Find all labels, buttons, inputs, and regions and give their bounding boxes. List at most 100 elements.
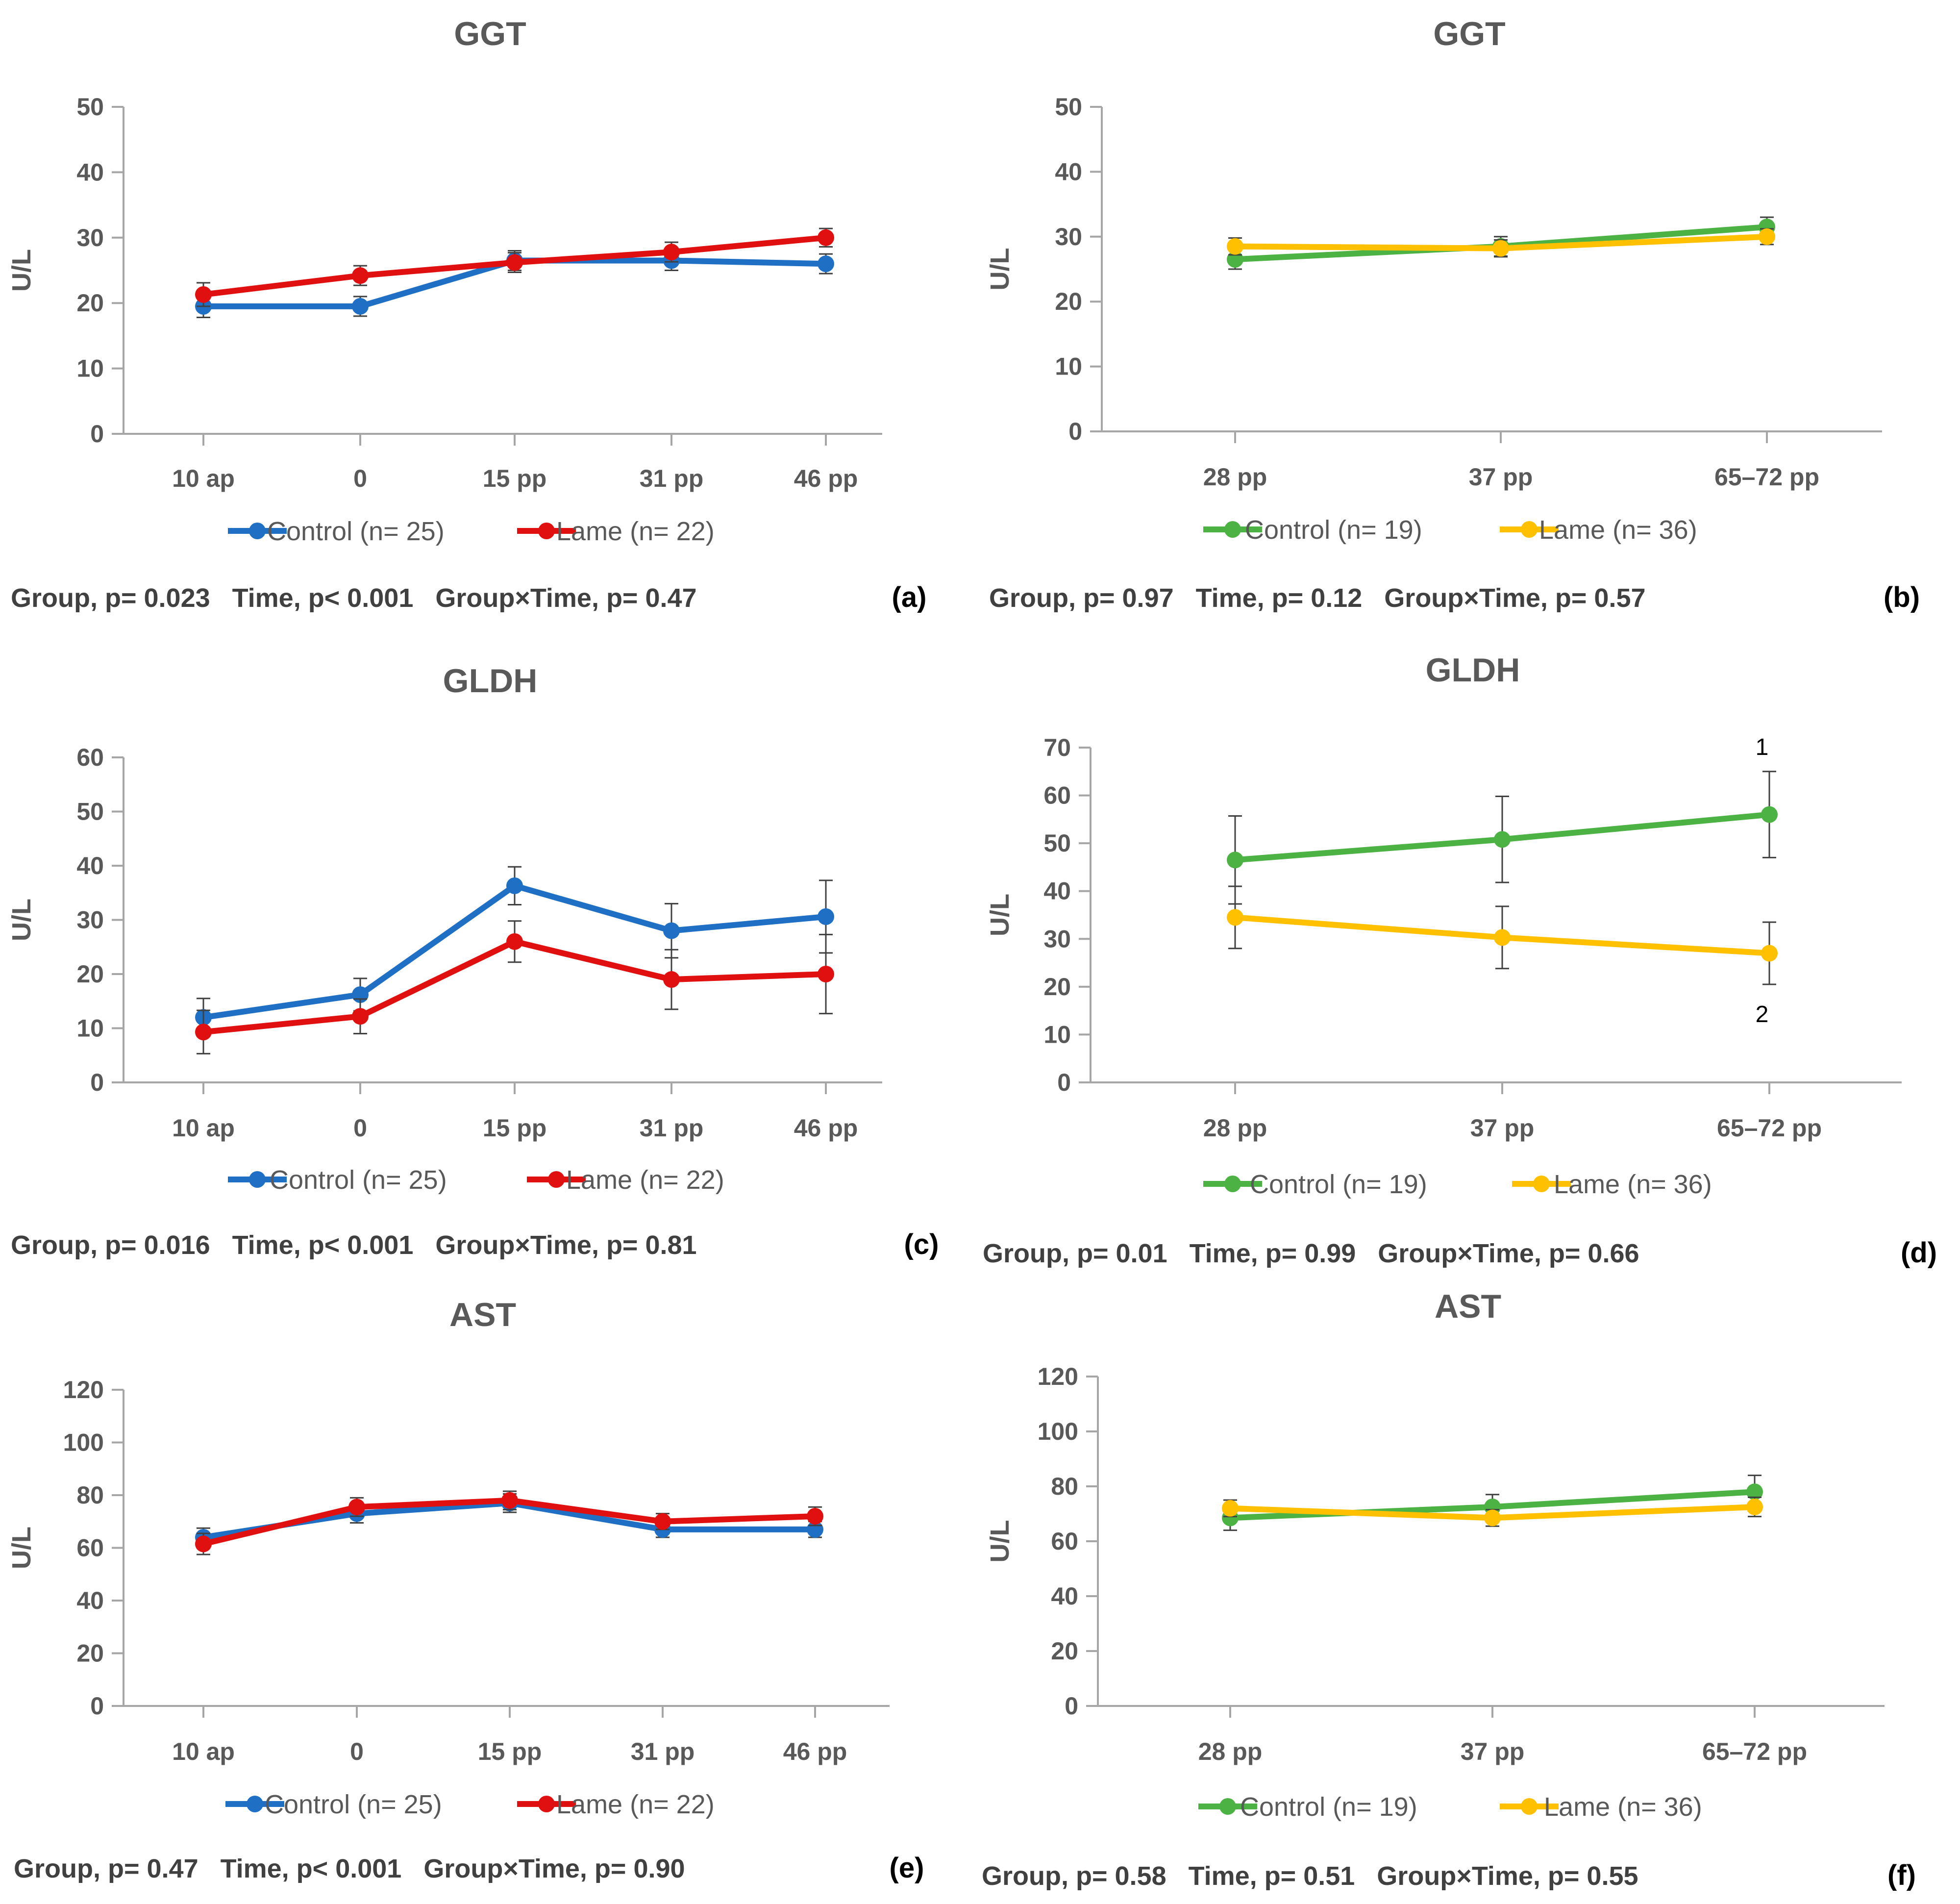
data-point	[818, 255, 834, 273]
x-tick-label: 28 pp	[1198, 1738, 1263, 1765]
y-tick-label: 0	[90, 1692, 104, 1720]
y-tick-label: 70	[1043, 734, 1071, 761]
x-tick-label: 0	[350, 1738, 364, 1765]
x-tick-label: 37 pp	[1469, 463, 1533, 491]
x-tick-label: 65–72 pp	[1717, 1114, 1822, 1142]
legend-label: Control (n= 19)	[1240, 1792, 1417, 1822]
legend-item-lame: Lame (n= 36)	[1512, 1170, 1712, 1199]
chart-panel-d: GLDH U/L 0 10 20 30 40 50 60 70 28 pp 37 pp 65–72 pp…	[983, 651, 1937, 1269]
data-point	[195, 286, 212, 303]
y-axis-label: U/L	[985, 894, 1015, 936]
y-tick-label: 60	[1043, 782, 1071, 809]
legend-item-control: Control (n= 25)	[228, 517, 445, 546]
legend-swatch-marker	[538, 1796, 555, 1812]
data-point	[195, 1535, 212, 1553]
legend-item-control: Control (n= 19)	[1203, 1170, 1427, 1199]
y-tick-label: 10	[76, 1015, 104, 1042]
legend-item-control: Control (n= 19)	[1203, 515, 1422, 545]
series-lame	[1227, 228, 1775, 258]
chart-panel-b: GGT U/L 0 10 20 30 40 50 28 pp 37 pp 65–72 pp Contr…	[985, 15, 1920, 613]
legend-item-lame: Lame (n= 22)	[517, 1790, 715, 1819]
chart-panel-e: AST U/L 0 20 40 60 80 100 120 10 ap 0 15 pp 31 pp 46 …	[7, 1296, 924, 1884]
data-point	[1492, 240, 1509, 257]
legend-swatch-marker	[1521, 1798, 1538, 1815]
panel-label: (e)	[890, 1852, 924, 1884]
legend-swatch-marker	[538, 523, 555, 539]
legend-swatch-marker	[548, 1171, 565, 1188]
legend-label: Lame (n= 36)	[1554, 1170, 1712, 1199]
data-point	[352, 1008, 369, 1025]
x-tick-label: 31 pp	[640, 465, 704, 492]
stats-text: Group, p= 0.01 Time, p= 0.99 Group×Time,…	[983, 1239, 1639, 1268]
legend-label: Lame (n= 22)	[566, 1165, 724, 1195]
x-tick-label: 15 pp	[483, 1114, 547, 1142]
x-tick-label: 10 ap	[172, 1114, 235, 1142]
legend-item-lame: Lame (n= 36)	[1500, 1792, 1702, 1822]
legend-swatch-marker	[1224, 1176, 1241, 1192]
y-tick-label: 20	[1043, 973, 1071, 1001]
y-tick-label: 30	[1055, 223, 1082, 251]
data-point	[1761, 945, 1778, 962]
x-tick-label: 65–72 pp	[1714, 463, 1819, 491]
data-point	[818, 229, 834, 246]
data-point	[1746, 1483, 1763, 1501]
chart-title: AST	[449, 1296, 516, 1333]
y-tick-label: 120	[63, 1376, 104, 1403]
legend-label: Control (n= 25)	[270, 1165, 447, 1195]
x-tick-label: 0	[353, 1114, 367, 1142]
data-point	[352, 298, 369, 315]
x-tick-label: 28 pp	[1203, 1114, 1267, 1142]
chart-title: GLDH	[1426, 651, 1520, 689]
y-tick-label: 0	[90, 1069, 104, 1096]
x-tick-label: 10 ap	[172, 1738, 235, 1765]
legend-swatch-marker	[249, 1171, 266, 1188]
panel-label: (f)	[1887, 1859, 1916, 1891]
series-lame	[195, 227, 834, 307]
chart-panel-f: AST U/L 0 20 40 60 80 100 120 28 pp 37 pp 65–72 pp C…	[982, 1288, 1916, 1891]
y-tick-label: 60	[76, 744, 104, 771]
legend-item-control: Control (n= 19)	[1198, 1792, 1417, 1822]
chart-title: GGT	[1433, 15, 1505, 52]
data-point	[654, 1513, 671, 1530]
y-tick-label: 40	[1055, 158, 1082, 185]
data-point	[663, 922, 680, 939]
data-point	[1227, 238, 1243, 255]
data-point	[501, 1492, 518, 1509]
legend-item-lame: Lame (n= 22)	[527, 1165, 724, 1195]
data-point	[663, 971, 680, 988]
x-tick-label: 65–72 pp	[1702, 1738, 1807, 1765]
data-point	[807, 1508, 823, 1525]
data-point	[1227, 909, 1243, 926]
legend-item-lame: Lame (n= 22)	[517, 517, 715, 546]
series-lame	[1222, 1496, 1763, 1527]
series-control	[1227, 771, 1778, 905]
data-point	[1761, 806, 1778, 823]
y-tick-label: 40	[1051, 1582, 1078, 1610]
y-tick-label: 60	[76, 1534, 104, 1562]
series-lame	[1227, 885, 1778, 985]
x-tick-label: 46 pp	[783, 1738, 847, 1765]
stats-text: Group, p= 0.016 Time, p< 0.001 Group×Tim…	[11, 1230, 697, 1260]
x-tick-label: 46 pp	[794, 465, 858, 492]
x-tick-label: 10 ap	[172, 465, 235, 492]
y-tick-label: 20	[76, 289, 104, 317]
y-tick-label: 10	[76, 355, 104, 382]
y-tick-label: 0	[90, 420, 104, 448]
x-tick-label: 37 pp	[1461, 1738, 1525, 1765]
data-point	[663, 244, 680, 261]
legend-item-control: Control (n= 25)	[225, 1790, 442, 1819]
x-tick-label: 31 pp	[640, 1114, 704, 1142]
data-point	[1759, 228, 1775, 245]
y-tick-label: 120	[1038, 1363, 1078, 1390]
y-tick-label: 30	[1043, 925, 1071, 952]
data-point	[506, 933, 523, 950]
y-tick-label: 20	[76, 960, 104, 988]
x-tick-label: 31 pp	[631, 1738, 695, 1765]
data-point	[818, 908, 834, 925]
y-tick-label: 40	[76, 158, 104, 186]
y-tick-label: 100	[63, 1429, 104, 1456]
legend-swatch-marker	[1521, 521, 1538, 538]
y-tick-label: 0	[1068, 418, 1082, 445]
legend-swatch-marker	[249, 523, 266, 539]
